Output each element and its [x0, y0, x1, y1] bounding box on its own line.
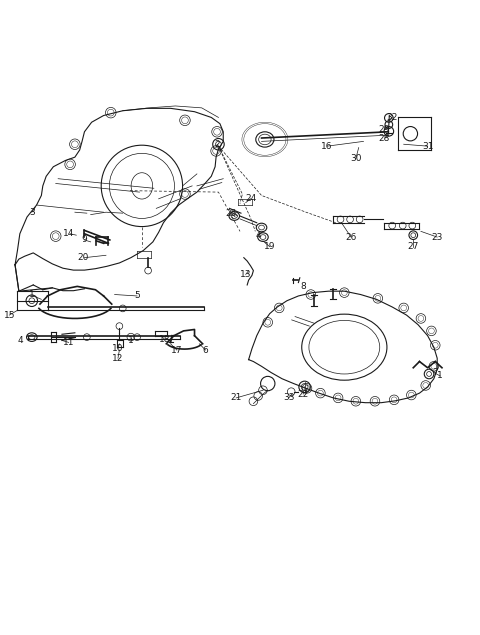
Text: 9: 9	[82, 236, 87, 244]
Text: 1: 1	[437, 371, 443, 380]
Text: 16: 16	[321, 142, 333, 150]
Text: 29: 29	[379, 125, 390, 135]
Text: 22: 22	[298, 390, 309, 399]
Text: 27: 27	[408, 242, 419, 251]
Text: 14: 14	[63, 229, 74, 238]
Text: 26: 26	[345, 232, 357, 241]
Text: 3: 3	[29, 208, 35, 217]
Text: 1: 1	[128, 336, 134, 345]
Text: 6: 6	[203, 345, 208, 354]
Text: 13: 13	[240, 270, 252, 279]
Text: 30: 30	[350, 154, 361, 163]
Text: 12: 12	[112, 354, 124, 363]
Text: 4: 4	[255, 231, 261, 239]
Text: 21: 21	[230, 394, 242, 403]
Text: 23: 23	[432, 232, 443, 241]
Text: 33: 33	[283, 394, 295, 403]
Text: 4: 4	[18, 336, 24, 345]
Text: 18: 18	[158, 335, 170, 344]
Text: 5: 5	[134, 291, 140, 300]
Text: 19: 19	[264, 242, 276, 251]
Text: 7: 7	[432, 368, 438, 377]
Text: 8: 8	[300, 282, 306, 291]
Text: 32: 32	[386, 113, 398, 122]
Text: 25: 25	[226, 209, 237, 218]
Text: 1: 1	[29, 290, 35, 299]
Text: 17: 17	[171, 345, 182, 354]
Text: 11: 11	[63, 338, 74, 347]
Text: 10: 10	[112, 344, 124, 353]
Text: 28: 28	[379, 133, 390, 142]
Text: 24: 24	[245, 194, 256, 203]
Text: 15: 15	[3, 311, 15, 319]
Text: 20: 20	[77, 253, 89, 262]
Text: 31: 31	[422, 142, 433, 150]
Text: 2: 2	[214, 140, 220, 149]
